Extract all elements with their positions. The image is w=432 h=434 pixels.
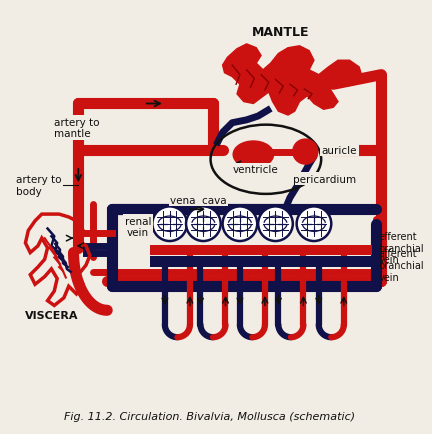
Text: Fig. 11.2. Circulation. Bivalvia, Mollusca (schematic): Fig. 11.2. Circulation. Bivalvia, Mollus… (64, 411, 355, 421)
Circle shape (258, 207, 293, 241)
Text: efferent
branchial
vein: efferent branchial vein (378, 232, 424, 265)
FancyBboxPatch shape (150, 257, 372, 267)
Text: MANTLE: MANTLE (251, 26, 309, 39)
Text: VISCERA: VISCERA (25, 311, 78, 321)
Polygon shape (222, 45, 362, 116)
Text: artery to
body: artery to body (16, 175, 61, 197)
Circle shape (152, 207, 187, 241)
Text: pericardium: pericardium (293, 174, 356, 184)
Text: afferent
branchial
vein: afferent branchial vein (378, 249, 424, 282)
Text: artery to
mantle: artery to mantle (54, 118, 100, 139)
Text: ventricle: ventricle (232, 164, 278, 174)
Circle shape (293, 140, 318, 165)
Text: auricle: auricle (322, 145, 357, 155)
Text: vena  cava: vena cava (170, 195, 227, 205)
FancyBboxPatch shape (150, 245, 372, 256)
Circle shape (186, 207, 221, 241)
Circle shape (297, 207, 331, 241)
Text: renal
vein: renal vein (125, 216, 151, 238)
Circle shape (222, 207, 257, 241)
Ellipse shape (233, 141, 273, 168)
